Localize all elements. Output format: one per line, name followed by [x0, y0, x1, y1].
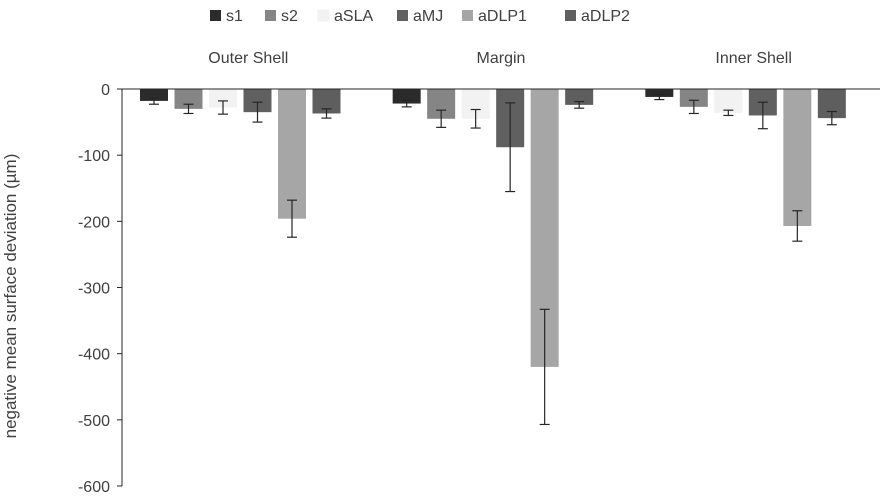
bar-aDLP1: [783, 89, 812, 226]
error-bars: [149, 93, 837, 426]
bar-s1: [645, 89, 674, 97]
bar-aSLA: [714, 89, 743, 113]
y-axis-label: negative mean surface deviation (µm): [1, 154, 20, 439]
legend: s1 s2 aSLA aMJ aDLP1 aDLP2: [210, 8, 630, 25]
y-tick-label: -400: [78, 347, 110, 364]
bar-aSLA: [209, 89, 237, 108]
bar-aDLP1: [278, 89, 306, 219]
y-tick-label: -200: [78, 214, 110, 231]
legend-label: aDLP1: [478, 8, 527, 25]
legend-label: aDLP2: [581, 8, 630, 25]
legend-swatch-aSLA: [317, 9, 330, 22]
category-label: Inner Shell: [715, 50, 792, 67]
legend-label: s1: [226, 8, 243, 25]
legend-swatch-s2: [265, 10, 276, 21]
y-tick-label: -100: [78, 148, 110, 165]
y-tick-label: 0: [101, 82, 110, 99]
bars: [140, 89, 846, 367]
legend-swatch-aDLP2: [565, 10, 576, 21]
y-tick-label: -300: [78, 281, 110, 298]
y-axis: 0 -100 -200 -300 -400 -500 -600: [78, 82, 880, 496]
category-label: Margin: [477, 50, 526, 67]
bar-s2: [174, 89, 203, 109]
category-label: Outer Shell: [208, 50, 288, 67]
bar-s1: [140, 89, 168, 101]
legend-label: aSLA: [334, 8, 373, 25]
bar-aMJ: [243, 89, 272, 113]
legend-label: aMJ: [413, 8, 443, 25]
category-labels: Outer Shell Margin Inner Shell: [208, 50, 792, 67]
bar-s1: [392, 89, 421, 104]
legend-label: s2: [281, 8, 298, 25]
y-tick-label: -600: [78, 479, 110, 496]
legend-swatch-aMJ: [397, 10, 408, 21]
bar-s2: [679, 89, 708, 107]
legend-swatch-aDLP1: [462, 10, 473, 21]
legend-swatch-s1: [210, 10, 221, 21]
y-tick-label: -500: [78, 413, 110, 430]
bar-aDLP2: [565, 89, 594, 105]
